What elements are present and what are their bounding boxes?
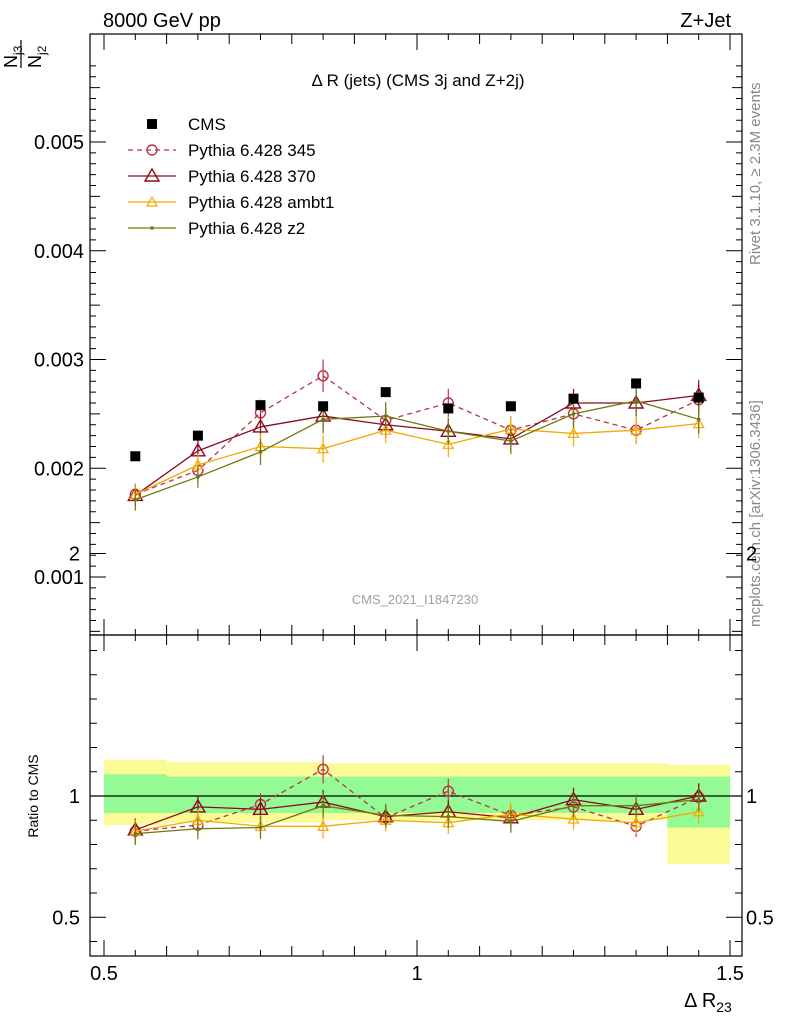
series-line-ambt1 (135, 423, 699, 495)
point-z2 (196, 475, 200, 479)
main-ytick-label: 0.002 (34, 458, 84, 480)
xtick-label: 1.5 (716, 963, 744, 985)
legend-label-cms: CMS (188, 115, 226, 134)
ratio-point-z2 (634, 803, 638, 808)
ratio-point-z2 (196, 826, 200, 831)
ratio-ytick-label-right: 1 (746, 786, 757, 808)
point-z2 (571, 412, 576, 416)
analysis-watermark: CMS_2021_I1847230 (352, 592, 479, 607)
ratio-ytick-label-left: 0.5 (52, 907, 80, 929)
point-cms (568, 393, 579, 404)
ratio-point-p345 (317, 763, 329, 776)
point-cms (192, 430, 203, 441)
svg-text:Nj3: Nj3 (1, 45, 25, 68)
ratio-ytick-label-right: 2 (746, 544, 757, 566)
legend-marker-ambt1 (145, 195, 159, 207)
ratio-ylabel: Ratio to CMS (25, 754, 41, 837)
point-ambt1 (379, 423, 392, 435)
ratio-point-p345 (442, 785, 454, 797)
header-left: 8000 GeV pp (103, 10, 221, 32)
main-ytick-label: 0.001 (34, 567, 84, 589)
rivet-label: Rivet 3.1.10, ≥ 2.3M events (747, 83, 764, 266)
series-line-p345 (135, 375, 699, 495)
legend: CMS Pythia 6.428 345 Pythia 6.428 370 Pythi… (128, 115, 334, 238)
header-right: Z+Jet (680, 10, 731, 32)
point-cms (130, 451, 141, 462)
legend-marker-p345 (146, 144, 158, 156)
point-ambt1 (317, 442, 330, 454)
point-p345 (317, 370, 329, 382)
ratio-line-ambt1 (135, 811, 699, 832)
point-ambt1 (442, 438, 455, 449)
point-z2 (446, 429, 451, 434)
point-p370 (252, 418, 269, 433)
ylabel-top: Nj3 Nj2 (1, 40, 49, 68)
ratio-point-z2 (509, 819, 513, 824)
legend-marker-p370 (143, 167, 161, 182)
plot-title: Δ R (jets) (CMS 3j and Z+2j) (311, 71, 524, 90)
ratio-ytick-label-left: 1 (69, 786, 80, 808)
legend-label-p370: Pythia 6.428 370 (188, 167, 316, 186)
main-panel: 0.001 0.002 0.003 0.004 0.005 (34, 33, 743, 636)
point-z2 (509, 439, 513, 443)
ratio-point-z2 (133, 831, 138, 836)
point-ambt1 (567, 427, 580, 439)
ratio-point-ambt1 (317, 820, 330, 831)
point-cms (255, 400, 266, 411)
ratio-ytick-label-left: 2 (69, 544, 80, 566)
ratio-point-z2 (321, 803, 325, 808)
legend-label-z2: Pythia 6.428 z2 (188, 219, 305, 238)
ratio-point-z2 (571, 803, 576, 808)
point-z2 (696, 417, 701, 422)
point-cms (505, 401, 516, 412)
ratio-point-z2 (446, 814, 451, 819)
point-cms (631, 378, 642, 389)
point-z2 (321, 417, 325, 422)
svg-text:Δ R23: Δ R23 (684, 990, 732, 1015)
ratio-point-z2 (696, 797, 701, 802)
main-ytick-label: 0.003 (34, 350, 84, 372)
ratio-point-p370 (252, 800, 269, 816)
ratio-band-inner (166, 776, 668, 813)
point-z2 (383, 414, 388, 418)
ratio-panel: 0.5 0.5 1 1 2 2 0.5 1 1.5 (52, 544, 774, 986)
point-z2 (258, 450, 263, 454)
ratio-point-ambt1 (567, 812, 580, 824)
point-cms (380, 387, 391, 398)
point-ambt1 (630, 423, 643, 435)
ratio-ytick-label-right: 0.5 (746, 907, 774, 929)
ratio-line-z2 (135, 798, 699, 835)
mcplots-label: mcplots.cern.ch [arXiv:1306.3436] (747, 400, 764, 627)
main-ytick-label: 0.005 (34, 132, 84, 154)
xlabel: Δ R23 (684, 990, 732, 1015)
ratio-point-ambt1 (630, 816, 643, 828)
legend-marker-cms (147, 119, 157, 129)
legend-marker-z2 (150, 226, 154, 230)
point-cms (318, 401, 329, 412)
legend-label-p345: Pythia 6.428 345 (188, 141, 316, 160)
xtick-label: 1 (411, 963, 422, 985)
point-cms (693, 392, 704, 403)
series-line-z2 (135, 400, 699, 501)
ratio-line-p370 (135, 795, 699, 831)
ratio-point-z2 (258, 825, 263, 830)
main-ytick-label: 0.004 (34, 241, 84, 263)
ratio-point-z2 (383, 813, 388, 818)
svg-text:Nj2: Nj2 (25, 45, 49, 68)
ratio-point-ambt1 (692, 805, 705, 817)
point-z2 (634, 399, 638, 403)
point-cms (443, 403, 454, 414)
series-line-p370 (134, 394, 699, 496)
xtick-label: 0.5 (90, 963, 118, 985)
legend-label-ambt1: Pythia 6.428 ambt1 (188, 193, 334, 212)
ratio-band-inner (104, 774, 167, 813)
point-z2 (133, 497, 138, 502)
